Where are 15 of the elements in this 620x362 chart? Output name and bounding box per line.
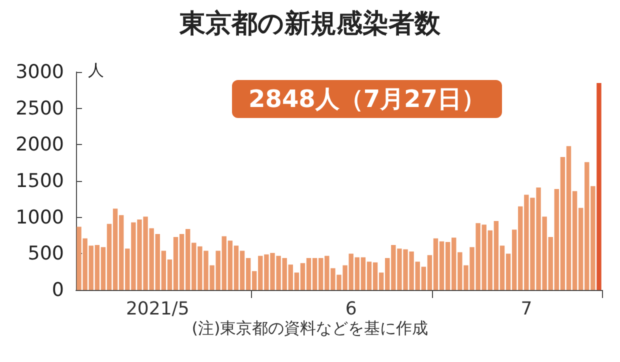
y-tick-label: 2000 <box>16 134 64 156</box>
x-tick-label: 7 <box>520 298 532 320</box>
y-tick-label: 1000 <box>16 206 64 228</box>
text: (注)東京都の資料などを基に作成 <box>192 318 428 338</box>
y-axis-title: 人 <box>88 60 104 80</box>
chart-title: 東京都の新規感染者数 <box>178 9 442 39</box>
x-tick-label: 2021/5 <box>126 298 190 320</box>
y-tick-label: 500 <box>28 242 64 265</box>
y-tick-label: 1500 <box>16 170 64 192</box>
annotation: 2848人（7月27日） <box>248 85 486 113</box>
y-tick-label: 0 <box>52 279 64 301</box>
x-tick-label: 6 <box>345 298 357 320</box>
y-tick-label: 3000 <box>16 61 64 83</box>
y-tick-label: 2500 <box>16 97 64 120</box>
bar <box>596 83 602 290</box>
